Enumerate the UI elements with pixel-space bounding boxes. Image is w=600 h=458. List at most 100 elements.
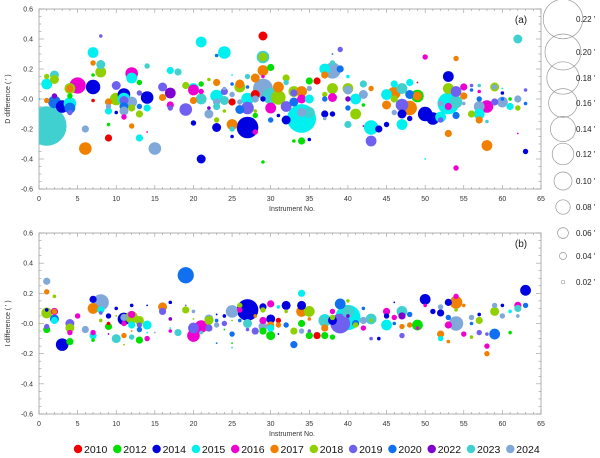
bubble-2022 — [398, 312, 406, 320]
bubble-2019 — [280, 101, 292, 112]
bubble-2017 — [481, 140, 493, 151]
bubble-2020 — [489, 328, 501, 340]
y-axis-title: D difference ( ' ) — [5, 74, 12, 123]
bubble-2016 — [460, 83, 468, 91]
size-legend-circle — [559, 252, 567, 260]
bubble-2014 — [281, 300, 291, 310]
bubbles-group — [39, 267, 531, 357]
size-legend-label: 0.10 ' — [576, 177, 596, 186]
bubble-2017 — [321, 71, 329, 79]
bubble-2010 — [258, 31, 268, 41]
bubble-2014 — [140, 91, 154, 104]
bubble-2018 — [192, 318, 195, 320]
x-tick-label: 60 — [498, 421, 506, 428]
bubble-2012 — [223, 328, 226, 331]
bubble-2019 — [158, 307, 167, 316]
bubble-2015 — [128, 321, 136, 329]
bubble-2015 — [381, 319, 392, 331]
x-tick-label: 30 — [267, 421, 275, 428]
bubble-2024 — [322, 116, 327, 121]
bubble-2018 — [352, 322, 359, 328]
legend-marker-2024 — [506, 444, 515, 454]
size-legend-circle — [551, 142, 575, 166]
bubble-2018 — [123, 343, 125, 346]
bubble-2018 — [253, 109, 258, 113]
bubble-2020 — [361, 306, 366, 311]
x-tick-label: 25 — [228, 196, 236, 203]
bubble-2016 — [252, 129, 258, 135]
bubble-2012 — [297, 137, 306, 145]
bubbles-group — [39, 31, 529, 171]
x-tick-label: 55 — [460, 196, 468, 203]
bubble-2020 — [345, 105, 351, 111]
x-tick-label: 60 — [498, 196, 506, 203]
bubble-2014 — [437, 309, 445, 317]
bubble-2012 — [261, 160, 265, 164]
bubble-2019 — [245, 327, 250, 332]
bubble-2024 — [499, 313, 506, 319]
legend-label-2018: 2018 — [320, 444, 344, 456]
size-legend-label: 0.06 ' — [576, 229, 596, 238]
bubble-2024 — [516, 314, 520, 318]
bubble-2014 — [321, 110, 329, 118]
bubble-2010 — [313, 331, 321, 340]
bubble-2016 — [415, 326, 420, 330]
bubble-2016 — [146, 131, 149, 133]
legend-marker-2022 — [427, 444, 436, 454]
bubble-2017 — [475, 116, 483, 124]
bubble-2017 — [437, 330, 445, 338]
bubble-2019 — [98, 34, 103, 38]
x-tick-label: 35 — [305, 421, 313, 428]
bubble-2012 — [67, 93, 73, 99]
bubble-2017 — [104, 98, 113, 106]
x-axis-title: Instrument No. — [269, 431, 315, 438]
bubble-2012 — [321, 331, 329, 340]
size-legend-circle — [544, 33, 582, 71]
bubble-2014 — [146, 304, 149, 307]
bubble-2024 — [148, 142, 162, 155]
size-legend-circle — [555, 199, 571, 215]
bubble-2010 — [313, 77, 321, 85]
bubble-2019 — [491, 98, 499, 106]
bubble-2012 — [305, 77, 313, 85]
bubble-2016 — [237, 307, 243, 313]
bubble-2018 — [98, 318, 103, 323]
bubble-2022 — [51, 93, 58, 99]
bubble-2020 — [64, 102, 76, 114]
y-tick-label: 0.6 — [23, 7, 33, 14]
bubble-2020 — [214, 53, 219, 58]
x-tick-label: 10 — [112, 421, 120, 428]
bubble-2015 — [437, 335, 444, 342]
bubble-2019 — [136, 90, 143, 96]
y-tick-label: -0.0 — [21, 97, 33, 104]
bubble-2017 — [461, 303, 466, 308]
bubble-2017 — [307, 317, 312, 321]
bubble-2014 — [129, 303, 134, 308]
bubble-2023 — [199, 330, 203, 335]
bubble-2015 — [97, 306, 105, 314]
bubble-2023 — [174, 68, 182, 76]
bubble-2024 — [437, 304, 444, 310]
x-tick-label: 35 — [305, 196, 313, 203]
bubble-2014 — [44, 308, 49, 312]
bubble-2012 — [136, 79, 143, 86]
bubble-2018 — [207, 77, 211, 82]
year-legend: 2010 2012 2014 2015 2016 2017 2018 2019 2020 2022… — [73, 444, 540, 456]
bubble-2018 — [49, 75, 59, 84]
bubble-2019 — [111, 81, 121, 90]
bubble-2019 — [184, 304, 187, 307]
bubble-2022 — [207, 106, 211, 110]
x-axis-title: Instrument No. — [269, 206, 315, 213]
bubble-2014 — [442, 71, 454, 82]
bubble-2015 — [319, 63, 331, 75]
bubble-2014 — [281, 115, 291, 125]
size-legend-circle — [546, 61, 580, 95]
bubble-2020 — [267, 117, 274, 123]
legend-label-2022: 2022 — [438, 444, 462, 456]
bubble-2017 — [407, 322, 413, 328]
x-tick-label: 40 — [344, 421, 352, 428]
bubble-2023 — [303, 107, 315, 118]
bubble-2017 — [321, 324, 329, 332]
bubble-2016 — [188, 84, 199, 96]
bubble-2016 — [128, 310, 136, 319]
